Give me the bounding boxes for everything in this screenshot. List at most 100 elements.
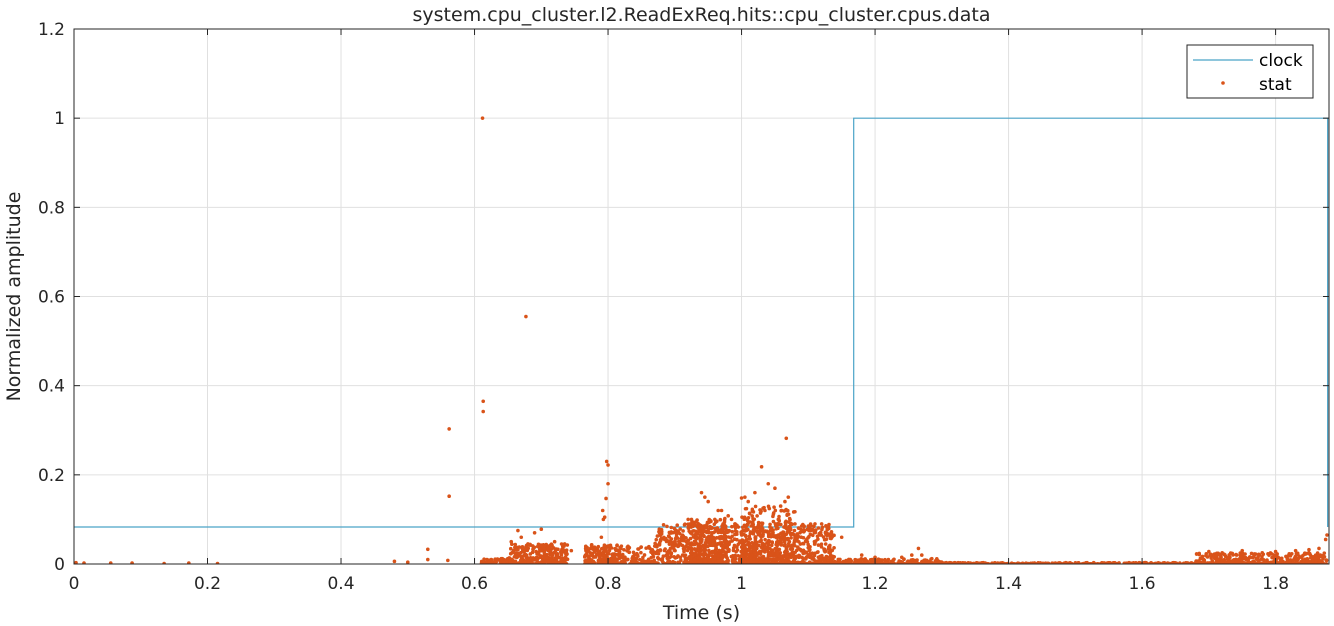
stat-point: [701, 533, 705, 538]
stat-point: [743, 495, 747, 499]
stat-point: [616, 561, 621, 564]
stat-point: [689, 547, 694, 551]
stat-point: [740, 550, 745, 555]
stat-point: [709, 526, 714, 531]
stat-point: [791, 559, 796, 563]
stat-point: [954, 561, 959, 564]
stat-point: [752, 525, 756, 530]
stat-point: [758, 508, 762, 512]
stat-point: [764, 557, 769, 562]
stat-point: [740, 543, 745, 548]
stat-point: [516, 528, 520, 533]
stat-point: [976, 561, 981, 564]
stat-point: [782, 543, 787, 548]
stat-point: [669, 525, 674, 530]
stat-point: [670, 545, 674, 550]
stat-point: [582, 555, 587, 559]
x-tick-label: 0.4: [327, 574, 354, 594]
stat-point: [1279, 556, 1284, 561]
stat-point: [691, 535, 696, 539]
stat-point: [585, 558, 590, 562]
stat-point: [787, 555, 791, 560]
stat-point: [819, 542, 824, 546]
stat-point: [826, 524, 831, 528]
stat-point: [711, 530, 716, 535]
stat-point: [636, 547, 640, 551]
stat-point: [806, 524, 811, 528]
stat-point: [426, 547, 430, 552]
stat-point: [1207, 561, 1212, 564]
stat-point: [792, 538, 797, 543]
stat-point: [539, 548, 544, 553]
stat-point: [705, 536, 709, 540]
stat-point: [906, 559, 910, 564]
stat-point: [712, 556, 717, 561]
stat-point: [1278, 559, 1283, 563]
stat-point: [755, 514, 759, 518]
stat-point: [936, 560, 941, 564]
stat-point: [688, 543, 693, 547]
stat-point: [740, 557, 744, 561]
legend-box: [1186, 44, 1314, 99]
stat-point: [1315, 551, 1320, 555]
stat-point: [766, 504, 771, 509]
stat-point: [685, 548, 690, 553]
stat-point: [592, 550, 597, 554]
stat-point: [1197, 551, 1202, 556]
stat-point: [801, 535, 806, 540]
stat-point: [639, 545, 643, 550]
stat-point: [816, 550, 820, 554]
stat-point: [608, 544, 612, 548]
stat-point: [1295, 560, 1299, 564]
stat-point: [482, 557, 486, 561]
stat-point: [562, 542, 567, 546]
stat-point: [693, 523, 697, 528]
stat-point: [720, 555, 725, 559]
stat-point: [513, 552, 518, 556]
clock-line: [74, 117, 1329, 528]
stat-point: [1266, 552, 1270, 556]
stat-point: [782, 535, 787, 540]
legend-clock-label: clock: [1259, 51, 1303, 71]
stat-point: [748, 537, 753, 541]
stat-point: [779, 540, 783, 545]
stat-point: [539, 527, 544, 532]
stat-point: [733, 525, 738, 530]
stat-point: [730, 534, 734, 539]
stat-point: [703, 495, 707, 499]
stat-point: [707, 520, 711, 525]
stat-point: [1246, 558, 1251, 563]
stat-point: [823, 542, 828, 546]
stat-point: [673, 539, 677, 544]
stat-point: [656, 557, 661, 561]
stat-point: [829, 559, 833, 563]
stat-point: [705, 544, 710, 549]
stat-point: [1102, 561, 1106, 564]
stat-point: [827, 555, 832, 560]
stat-point: [733, 529, 738, 533]
stat-point: [767, 560, 771, 564]
stat-point: [796, 545, 800, 549]
stat-point: [601, 560, 606, 564]
stat-point: [669, 560, 673, 564]
stat-point: [743, 545, 747, 550]
stat-point: [797, 554, 802, 558]
stat-point: [753, 490, 757, 495]
y-tick-label: 0: [54, 555, 65, 575]
stat-point: [542, 548, 547, 553]
stat-point: [619, 544, 624, 548]
stat-point: [805, 561, 809, 564]
stat-point: [756, 520, 761, 525]
stat-point: [758, 525, 762, 530]
stat-point: [812, 539, 817, 544]
stat-point: [666, 534, 671, 538]
x-tick-label: 0.6: [461, 574, 488, 594]
stat-point: [745, 542, 750, 547]
stat-point: [714, 545, 718, 550]
stat-point: [693, 529, 698, 534]
stat-point: [784, 548, 789, 552]
stat-point: [694, 535, 699, 539]
stat-point: [508, 546, 513, 551]
stat-point: [662, 537, 667, 542]
stat-point: [780, 533, 784, 537]
